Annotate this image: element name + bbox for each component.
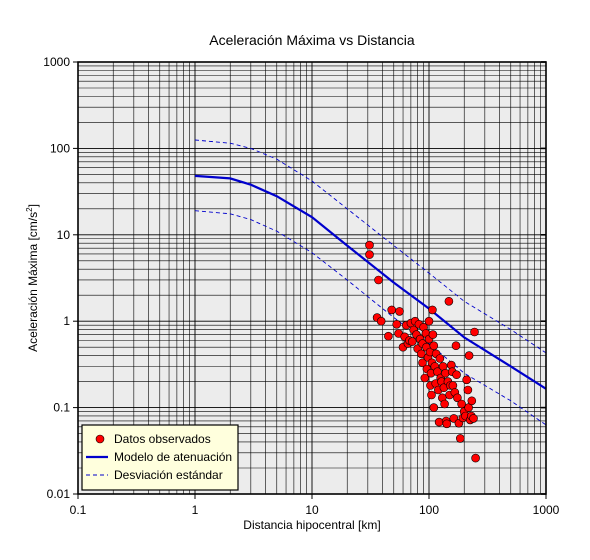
grid	[77, 62, 546, 495]
legend-label: Desviación estándar	[114, 468, 223, 482]
x-tick-label: 1000	[533, 503, 560, 517]
legend-item-1: Datos observados	[95, 432, 211, 446]
y-axis-label-end: ]	[26, 204, 40, 207]
data-point	[374, 275, 383, 285]
legend: Datos observados Modelo de atenuación Desv…	[81, 424, 239, 491]
std-deviation-line	[194, 210, 547, 426]
data-point	[455, 434, 465, 443]
x-tick-label: 10	[305, 503, 319, 517]
x-axis-label: Distancia hipocentral [km]	[243, 518, 380, 532]
legend-item-3: Desviación estándar	[86, 468, 223, 482]
legend-items: Datos observados Modelo de atenuación Desv…	[86, 432, 232, 482]
y-tick-label: 0.1	[53, 401, 70, 415]
data-point	[451, 341, 461, 351]
y-axis-label-superscript: 2	[25, 207, 34, 212]
data-point	[429, 341, 439, 351]
data-point	[387, 305, 397, 315]
data-point	[444, 296, 454, 306]
legend-item-2: Modelo de atenuación	[86, 450, 232, 464]
data-point	[407, 337, 417, 346]
x-tick-label: 100	[419, 503, 439, 517]
data-point	[424, 316, 434, 326]
data-point	[428, 330, 438, 339]
y-tick-label: 0.01	[47, 487, 71, 501]
data-point	[384, 331, 393, 341]
y-tick-label: 10	[57, 228, 71, 242]
data-point	[427, 390, 436, 400]
data-point	[442, 419, 452, 429]
data-point	[420, 373, 430, 383]
data-point	[440, 399, 449, 409]
data-point	[392, 319, 402, 329]
data-point	[467, 396, 477, 406]
axis-ticks: 0.1 1 10 100 1000 0.01 0.1 1 10 100 1000	[43, 55, 559, 517]
data-point	[463, 385, 473, 395]
data-point	[470, 327, 479, 337]
legend-label: Datos observados	[114, 432, 211, 446]
chart-title: Aceleración Máxima vs Distancia	[209, 32, 415, 48]
data-point	[365, 240, 374, 250]
x-tick-label: 1	[192, 503, 199, 517]
data-point	[457, 399, 466, 409]
data-point	[418, 358, 427, 368]
series-layer	[194, 139, 547, 463]
data-point	[365, 250, 374, 259]
data-point	[471, 453, 480, 463]
attenuation-model-line	[194, 174, 547, 390]
y-tick-label: 1	[63, 314, 70, 328]
y-tick-label: 100	[50, 141, 70, 155]
data-point	[464, 351, 474, 360]
data-point	[395, 307, 404, 316]
std-deviation-line	[194, 139, 547, 354]
data-point	[469, 414, 478, 423]
data-point	[434, 417, 444, 427]
legend-marker	[95, 434, 105, 444]
data-point	[376, 316, 386, 326]
x-tick-label: 0.1	[70, 503, 87, 517]
y-axis-label-main: Aceleración Máxima [cm/s	[26, 212, 40, 352]
y-tick-label: 1000	[43, 55, 70, 69]
data-point	[452, 370, 461, 380]
data-point	[429, 403, 439, 412]
data-point	[428, 305, 437, 315]
y-axis-label: Aceleración Máxima [cm/s2]	[25, 204, 40, 352]
data-point	[416, 349, 426, 359]
data-point	[435, 354, 445, 363]
data-point	[462, 375, 472, 385]
legend-label: Modelo de atenuación	[114, 450, 232, 464]
data-point	[453, 393, 462, 403]
